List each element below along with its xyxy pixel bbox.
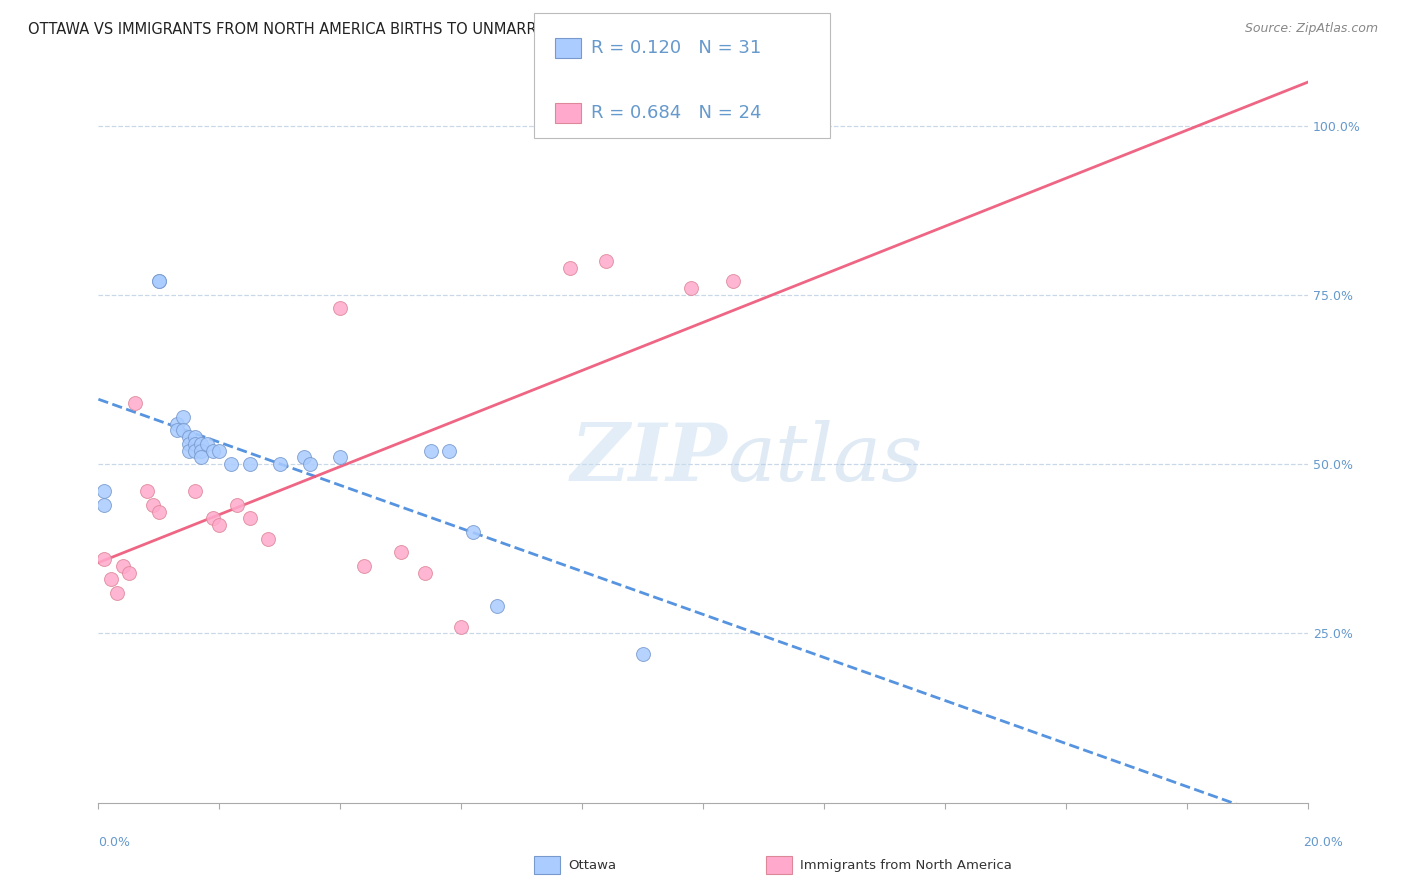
Point [118,566,141,580]
Point [111,558,134,573]
Point [148,505,170,519]
Point [558,260,581,275]
Text: R = 0.120   N = 31: R = 0.120 N = 31 [591,39,761,57]
Point [190,450,212,465]
Point [184,484,207,499]
Point [463,524,485,539]
Point [595,254,617,268]
Point [202,511,225,525]
Point [631,647,654,661]
Point [184,443,207,458]
Text: Source: ZipAtlas.com: Source: ZipAtlas.com [1244,22,1378,36]
Point [269,457,291,471]
Point [239,457,262,471]
Point [221,457,243,471]
Text: R = 0.684   N = 24: R = 0.684 N = 24 [591,104,761,122]
Point [208,518,231,533]
Point [93,498,115,512]
Point [329,450,352,465]
Point [100,572,122,586]
Point [239,511,262,525]
Point [389,545,412,559]
Text: Ottawa: Ottawa [568,859,616,871]
Text: atlas: atlas [727,420,922,498]
Point [299,457,322,471]
Point [190,443,212,458]
Point [450,620,472,634]
Point [179,430,201,444]
Point [135,484,157,499]
Point [413,566,436,580]
Point [148,274,170,288]
Point [420,443,443,458]
Point [226,498,249,512]
Point [172,409,194,424]
Point [142,498,165,512]
Point [292,450,315,465]
Point [148,274,170,288]
Point [166,417,188,431]
Text: Immigrants from North America: Immigrants from North America [800,859,1012,871]
Point [124,396,146,410]
Point [172,423,194,437]
Text: 0.0%: 0.0% [98,837,131,849]
Point [723,274,745,288]
Point [679,281,702,295]
Point [179,437,201,451]
Point [184,430,207,444]
Point [256,532,278,546]
Point [195,437,218,451]
Text: ZIP: ZIP [571,420,727,498]
Point [166,423,188,437]
Point [105,586,128,600]
Text: OTTAWA VS IMMIGRANTS FROM NORTH AMERICA BIRTHS TO UNMARRIED WOMEN CORRELATION CH: OTTAWA VS IMMIGRANTS FROM NORTH AMERICA … [28,22,787,37]
Point [93,484,115,499]
Point [353,558,375,573]
Point [437,443,460,458]
Point [93,552,115,566]
Point [179,443,201,458]
Point [190,437,212,451]
Point [184,437,207,451]
Text: 20.0%: 20.0% [1303,837,1343,849]
Point [329,301,352,316]
Point [202,443,225,458]
Point [486,599,509,614]
Point [208,443,231,458]
